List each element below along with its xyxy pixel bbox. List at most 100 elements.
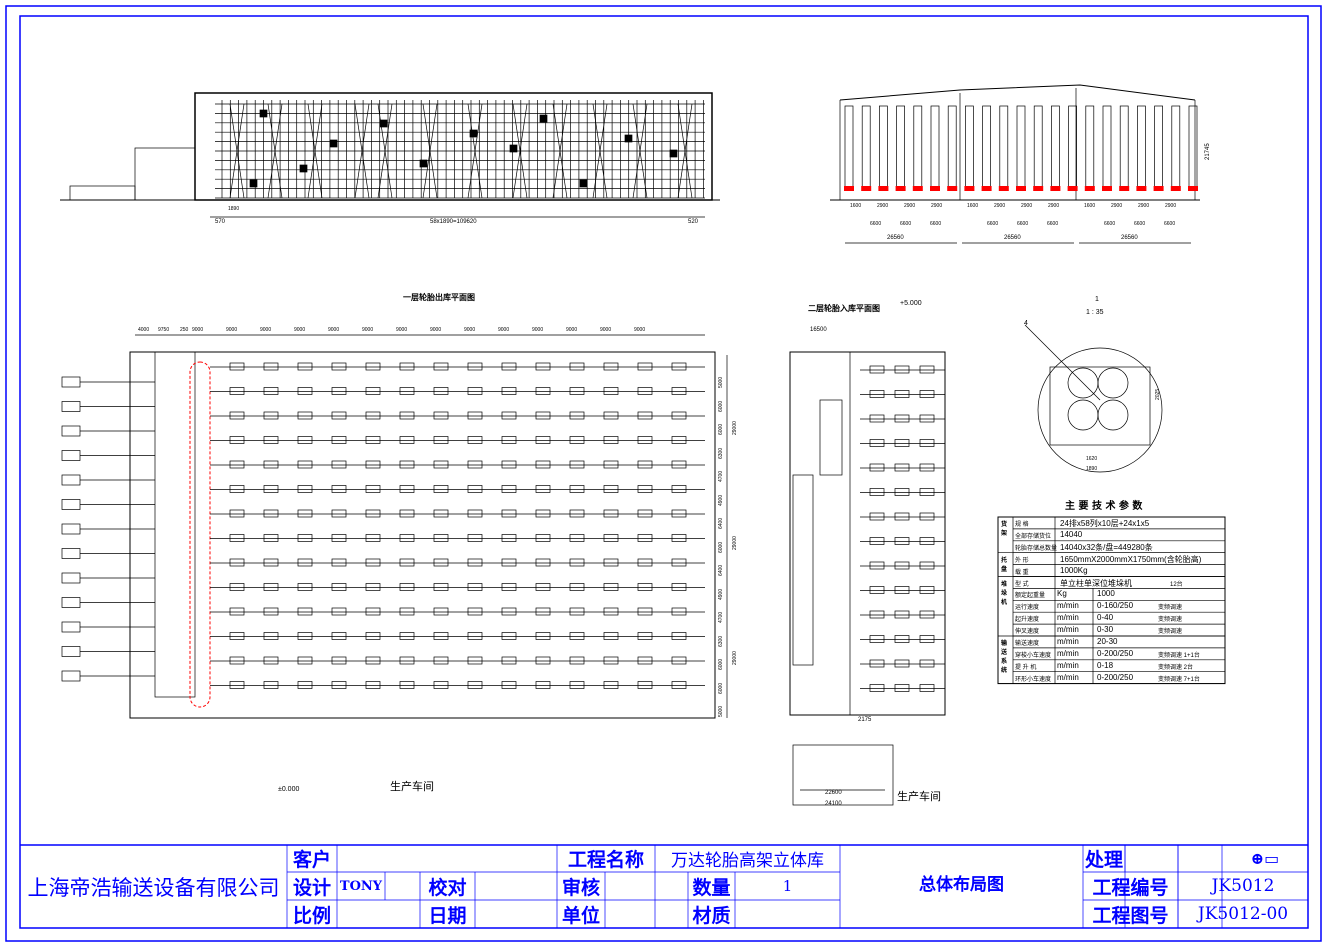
dim-label: 520: [688, 219, 699, 225]
tech-row-label: 起升速度: [1015, 617, 1040, 624]
rack-bay: [671, 460, 687, 469]
rack-bay: [433, 534, 449, 542]
stacker-crane: [1050, 186, 1061, 191]
stacker-crane: [1102, 186, 1112, 191]
rack-bay: [433, 656, 449, 665]
rack-bay: [869, 439, 885, 447]
quantity-value: 1: [782, 877, 793, 895]
rack-bay: [671, 362, 687, 371]
buffer-area: [792, 474, 814, 666]
dim-label: 24100: [825, 801, 842, 807]
rack-bay: [467, 485, 483, 493]
rack-stack: [1051, 105, 1060, 189]
tech-row-unit: m/min: [1057, 601, 1079, 611]
rack-bay: [501, 558, 517, 567]
rack-bay: [535, 558, 551, 567]
plan1-outline: [129, 351, 716, 719]
rack-bay: [467, 558, 483, 567]
dim-label: 6000: [718, 400, 724, 412]
rack-bay: [894, 488, 910, 496]
rack-bay: [637, 534, 653, 542]
rack-bay: [637, 681, 653, 689]
rack-bay: [603, 509, 619, 518]
tech-row-value: 1650mmX2000mmX1750mm(含轮胎高): [1060, 554, 1202, 564]
inbound-conveyor: [61, 425, 81, 437]
plan-level-1: [61, 334, 728, 719]
rack-bay: [569, 460, 585, 469]
rack-bay: [637, 607, 653, 616]
rack-bay: [637, 583, 653, 591]
first-angle-projection-icon: ⊕▭: [1250, 849, 1280, 868]
rack-bay: [297, 460, 313, 469]
rack-bay: [263, 607, 279, 616]
stored-pallet: [249, 179, 258, 188]
rack-bay: [919, 561, 935, 570]
designer-value: TONY: [339, 878, 383, 894]
rack-bay: [399, 534, 415, 542]
stored-pallet: [379, 119, 388, 128]
rack-bay: [229, 607, 245, 616]
loop-conveyor: [189, 361, 211, 708]
tech-row-label: 轮胎存储总数量: [1015, 545, 1058, 552]
dim-label: 16500: [810, 327, 827, 333]
dim-label: 9000: [260, 327, 272, 333]
rack-bay: [297, 509, 313, 518]
dim-label: 9000: [192, 327, 204, 333]
tech-row-note: 变频调速 1+1台: [1158, 652, 1200, 659]
rack-bay: [399, 681, 415, 689]
stored-pallet: [539, 114, 548, 123]
dim-label: 22600: [825, 790, 842, 796]
rack-bay: [919, 414, 935, 423]
rack-bay: [365, 607, 381, 616]
rack-bay: [263, 362, 279, 371]
rack-bay: [297, 362, 313, 371]
tech-row-unit: m/min: [1057, 625, 1079, 635]
rack-bay: [399, 436, 415, 444]
tech-row-value: 24排x58列x10层+24x1x5: [1060, 519, 1150, 528]
rack-bay: [229, 509, 245, 518]
rack-bay: [399, 558, 415, 567]
brace: [512, 103, 528, 199]
rack-bay: [637, 411, 653, 420]
rack-bay: [433, 387, 449, 395]
rack-bay: [331, 411, 347, 420]
rack-bay: [365, 632, 381, 640]
plan1-level-mark: ±0.000: [278, 786, 300, 793]
roof: [839, 84, 1196, 101]
stacker-crane: [912, 186, 923, 191]
rack-bay: [603, 387, 619, 395]
rack-bay: [569, 607, 585, 616]
stored-pallet: [469, 129, 478, 138]
stacker-crane: [947, 186, 958, 191]
rack-bay: [467, 632, 483, 640]
rack-stack: [1068, 105, 1077, 189]
tech-group-label: 输送系统: [1001, 641, 1008, 674]
inbound-conveyor: [61, 401, 81, 412]
rack-bay: [365, 387, 381, 395]
dim-label: 6000: [718, 541, 724, 553]
tech-row-value: 0-30: [1097, 625, 1114, 635]
stacker-crane: [981, 186, 992, 191]
rack-bay: [671, 387, 687, 395]
rack-bay: [331, 534, 347, 542]
rack-bay: [229, 387, 245, 395]
tech-row-unit: m/min: [1057, 613, 1079, 623]
rack-bay: [399, 583, 415, 591]
stacker-crane: [1153, 186, 1164, 191]
rack-bay: [331, 460, 347, 469]
tech-row-unit: m/min: [1057, 660, 1079, 670]
rack-bay: [501, 583, 517, 591]
dim-label: 29000: [732, 421, 738, 435]
inbound-conveyor: [61, 572, 81, 584]
dim-label: 2900: [1048, 203, 1060, 209]
dim-label: 6600: [987, 221, 999, 227]
brace: [677, 103, 693, 199]
rack-bay: [365, 509, 381, 518]
dim-label: 29000: [732, 651, 738, 665]
rack-bay: [433, 485, 449, 493]
dim-label: 6600: [930, 221, 942, 227]
tech-row-unit: m/min: [1057, 672, 1079, 682]
dim-label: 4700: [718, 470, 724, 482]
dim-label: 6400: [718, 517, 724, 529]
tech-row-note: 变频调速: [1158, 617, 1183, 624]
